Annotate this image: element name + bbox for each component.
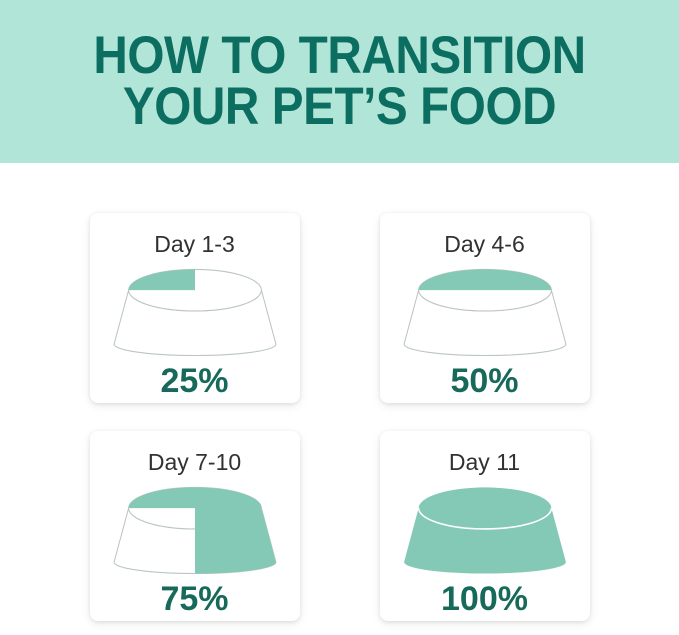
panels-grid: Day 1-3 25% Day 4-6 50% Day 7-10 75% Day… xyxy=(0,213,679,621)
header-banner: HOW TO TRANSITION YOUR PET’S FOOD xyxy=(0,0,679,163)
title-line-1: HOW TO TRANSITION xyxy=(93,25,586,85)
panel-day-11: Day 11 100% xyxy=(379,431,590,621)
title-line-2: YOUR PET’S FOOD xyxy=(122,76,557,136)
bowl-100-percent-icon xyxy=(403,487,566,574)
bowl-50-percent-icon xyxy=(403,268,566,357)
panel-day-1-3: Day 1-3 25% xyxy=(89,213,300,403)
percent-label: 50% xyxy=(450,362,519,400)
percent-label: 25% xyxy=(160,362,229,400)
percent-label: 75% xyxy=(160,580,229,618)
day-label: Day 4-6 xyxy=(444,231,525,257)
day-label: Day 11 xyxy=(448,449,521,475)
panel-day-7-10: Day 7-10 75% xyxy=(89,431,300,621)
day-label: Day 7-10 xyxy=(147,449,242,475)
page-title: HOW TO TRANSITION YOUR PET’S FOOD xyxy=(93,25,586,136)
panel-day-4-6: Day 4-6 50% xyxy=(379,213,590,403)
percent-label: 100% xyxy=(441,580,528,618)
day-label: Day 1-3 xyxy=(154,231,235,257)
bowl-25-percent-icon xyxy=(113,268,276,357)
bowl-75-percent-icon xyxy=(113,486,276,575)
